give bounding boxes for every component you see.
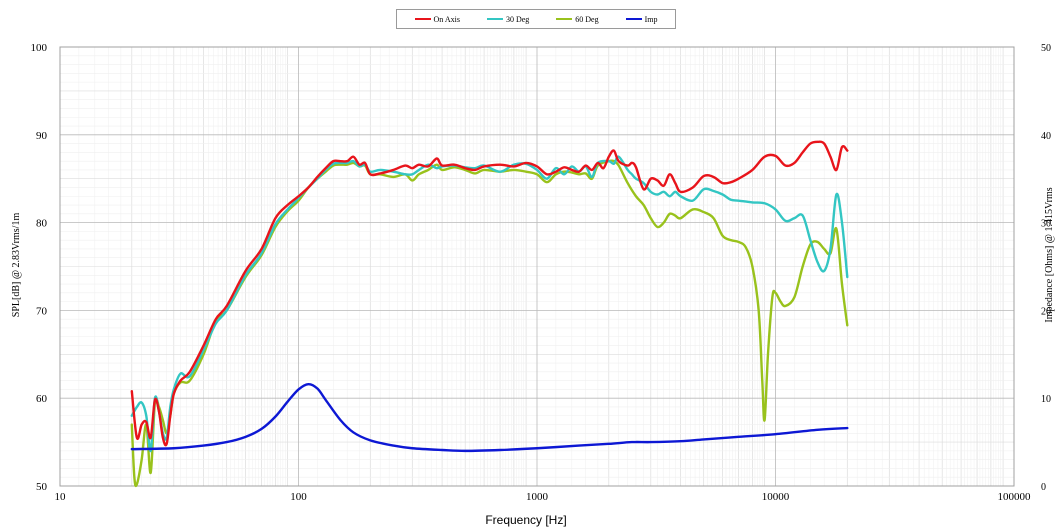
series-line-imp: [130, 382, 849, 453]
x-tick-label: 10: [55, 491, 67, 503]
y-tick-label-right: 10: [1041, 394, 1051, 405]
legend-item: Imp: [625, 14, 658, 24]
y-tick-label-right: 20: [1041, 306, 1051, 317]
legend: On Axis 30 Deg 60 Deg Imp: [396, 9, 676, 29]
x-tick-label: 100000: [998, 491, 1032, 503]
series-line-30-deg: [130, 155, 849, 453]
y-axis-label-right: Impedance [Ohms] @ 1.415Vrms: [1044, 187, 1055, 322]
x-axis-label: Frequency [Hz]: [485, 513, 566, 527]
x-tick-label: 100: [290, 491, 307, 503]
legend-label: Imp: [644, 14, 658, 24]
plot-frame: [59, 46, 1015, 487]
y-tick-label-left: 90: [36, 130, 48, 142]
y-tick-label-right: 30: [1041, 219, 1051, 230]
y-tick-label-left: 60: [36, 393, 48, 405]
legend-swatch: [556, 18, 573, 20]
y-tick-label-left: 70: [36, 305, 48, 317]
legend-item: 60 Deg: [556, 14, 599, 24]
legend-label: On Axis: [433, 14, 460, 24]
legend-swatch: [625, 18, 642, 20]
legend-swatch: [414, 18, 431, 20]
y-tick-label-left: 50: [36, 481, 48, 493]
legend-swatch: [486, 18, 503, 20]
y-tick-label-right: 0: [1041, 482, 1046, 493]
y-tick-label-right: 40: [1041, 131, 1051, 142]
x-tick-label: 1000: [526, 491, 549, 503]
legend-item: On Axis: [414, 14, 460, 24]
series-line-on-axis: [130, 140, 849, 447]
grid: [59, 46, 1015, 487]
ticks-layer: 10 100 1000 10000 10000050607080901000102030…: [31, 42, 1052, 503]
y-tick-label-left: 80: [36, 218, 48, 230]
y-tick-label-left: 100: [31, 42, 48, 54]
x-tick-label: 10000: [762, 491, 790, 503]
series-layer: [130, 140, 849, 488]
y-axis-label-left: SPL[dB] @ 2.83Vrms/1m: [11, 213, 22, 318]
y-tick-label-right: 50: [1041, 43, 1051, 54]
legend-item: 30 Deg: [486, 14, 530, 24]
legend-label: 60 Deg: [575, 14, 599, 24]
legend-label: 30 Deg: [505, 14, 530, 24]
